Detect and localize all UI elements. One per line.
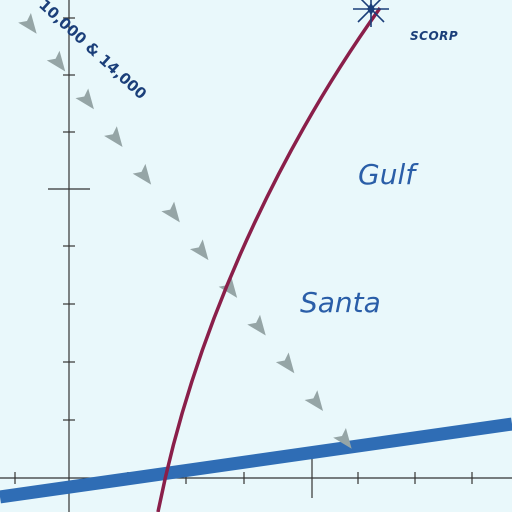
water-label-santa: Santa: [300, 286, 381, 319]
route-arrow-icon: [75, 88, 94, 110]
waypoint-star-icon[interactable]: [353, 0, 389, 27]
maroon-boundary-curve[interactable]: [156, 6, 382, 512]
route-arrow-icon: [304, 390, 324, 412]
route-arrow-icon: [247, 314, 266, 336]
airway-blue-line[interactable]: [0, 417, 512, 504]
route-arrow-icon: [18, 12, 37, 34]
waypoint-label: SCORP: [410, 29, 458, 43]
route-arrow-icon: [333, 427, 352, 449]
route-arrow-icon: [132, 163, 152, 185]
route-arrows[interactable]: [18, 12, 358, 454]
route-arrow-icon: [275, 352, 295, 374]
route-altitude-label: 10,000 & 14,000: [35, 0, 150, 103]
route-arrow-icon: [189, 239, 209, 261]
route-arrow-icon: [104, 126, 123, 147]
water-label-gulf: Gulf: [358, 158, 419, 191]
route-arrow-icon: [46, 50, 66, 72]
route-arrow-icon: [161, 201, 180, 223]
